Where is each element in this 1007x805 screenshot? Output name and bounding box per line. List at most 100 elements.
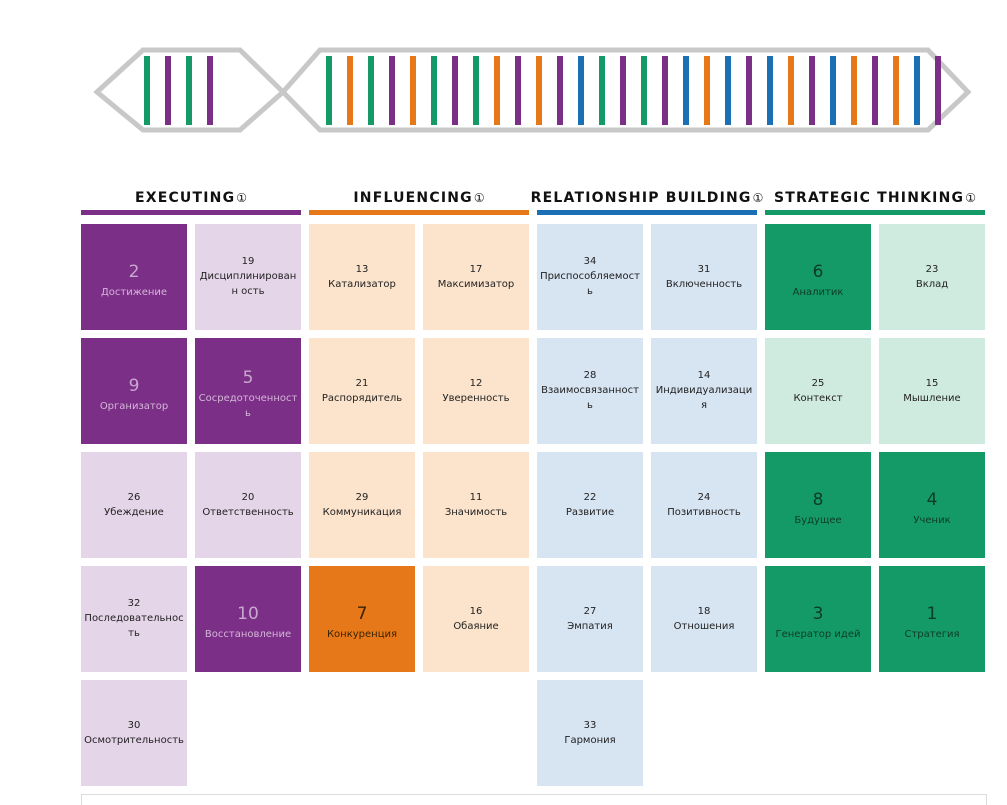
domain-column-relationship: RELATIONSHIP BUILDING ① [531, 186, 763, 215]
strength-tile[interactable]: 5 Сосредоточенность [195, 338, 301, 444]
strength-tile[interactable]: 16 Обаяние [423, 566, 529, 672]
dna-strand-2-bar [473, 56, 479, 125]
strength-name: Вклад [915, 278, 949, 290]
strength-rank: 5 [242, 368, 254, 388]
strength-name: Стратегия [904, 628, 960, 640]
strength-tile[interactable]: 4 Ученик [879, 452, 985, 558]
strength-name: Ученик [913, 514, 951, 526]
strength-rank: 33 [583, 719, 597, 731]
strength-tile[interactable]: 32 Последовательность [81, 566, 187, 672]
strength-name: Индивидуализация [655, 385, 753, 411]
strength-tile[interactable]: 2 Достижение [81, 224, 187, 330]
strength-name: Мышление [903, 392, 961, 404]
strength-name: Осмотрительность [84, 734, 184, 746]
dna-strand-2-bar [746, 56, 752, 125]
strength-tile[interactable]: 20 Ответственность [195, 452, 301, 558]
strength-rank: 1 [926, 603, 938, 624]
dna-strand-2-bar [683, 56, 689, 125]
bottom-panel-edge [81, 794, 987, 805]
strength-tile[interactable]: 33 Гармония [537, 680, 643, 786]
strength-name: Приспособляемость [540, 271, 640, 297]
strength-tile[interactable]: 15 Мышление [879, 338, 985, 444]
strength-tile[interactable]: 31 Включенность [651, 224, 757, 330]
strength-tile[interactable]: 27 Эмпатия [537, 566, 643, 672]
strength-tile[interactable]: 22 Развитие [537, 452, 643, 558]
strength-name: Конкуренция [326, 628, 398, 640]
strength-tile[interactable]: 24 Позитивность [651, 452, 757, 558]
strength-tile[interactable]: 30 Осмотрительность [81, 680, 187, 786]
dna-strand-2-bar [452, 56, 458, 125]
dna-strand-2-bar [935, 56, 941, 125]
strength-name: Распорядитель [321, 392, 403, 404]
dna-strand-2-bar [767, 56, 773, 125]
dna-strand-2-bar [326, 56, 332, 125]
strength-tile[interactable]: 19 Дисциплинированн ость [195, 224, 301, 330]
strength-tile[interactable]: 12 Уверенность [423, 338, 529, 444]
dna-strand-2-bar [410, 56, 416, 125]
strength-name: Эмпатия [567, 620, 613, 632]
strength-rank: 25 [811, 377, 825, 389]
strength-tile[interactable]: 23 Вклад [879, 224, 985, 330]
strength-name: Максимизатор [437, 278, 515, 290]
dna-strand-2-bar [599, 56, 605, 125]
strengths-dna-graphic [93, 47, 972, 133]
strength-tile[interactable]: 21 Распорядитель [309, 338, 415, 444]
strength-rank: 15 [925, 377, 939, 389]
strength-rank: 34 [583, 256, 597, 267]
dna-strand-2-bar [662, 56, 668, 125]
strength-rank: 3 [812, 603, 824, 624]
info-icon[interactable]: ① [965, 191, 976, 205]
dna-strand-2-bar [389, 56, 395, 125]
strength-name: Восстановление [204, 628, 292, 640]
strength-tile[interactable]: 28 Взаимосвязанность [537, 338, 643, 444]
dna-strand-2-bar [578, 56, 584, 125]
domain-header-strategic: STRATEGIC THINKING ① [765, 186, 985, 210]
strength-name: Развитие [565, 506, 615, 518]
domain-column-influencing: INFLUENCING ① [309, 186, 529, 215]
strength-rank: 19 [241, 256, 255, 267]
strength-tile[interactable]: 18 Отношения [651, 566, 757, 672]
domain-title: STRATEGIC THINKING [774, 190, 965, 206]
domain-title: RELATIONSHIP BUILDING [530, 190, 752, 206]
strength-rank: 6 [812, 261, 824, 282]
strength-tile[interactable]: 29 Коммуникация [309, 452, 415, 558]
strength-tile[interactable]: 13 Катализатор [309, 224, 415, 330]
strength-tile[interactable]: 11 Значимость [423, 452, 529, 558]
strength-name: Последовательность [84, 613, 184, 639]
strength-rank: 22 [583, 491, 597, 503]
strength-tile[interactable]: 26 Убеждение [81, 452, 187, 558]
strength-tile[interactable]: 25 Контекст [765, 338, 871, 444]
strength-rank: 24 [697, 491, 711, 503]
strength-tile[interactable]: 34 Приспособляемость [537, 224, 643, 330]
dna-strand-2-bar [914, 56, 920, 125]
strength-rank: 21 [355, 377, 369, 389]
info-icon[interactable]: ① [752, 191, 764, 205]
dna-strand-2-bar [893, 56, 899, 125]
domain-title: EXECUTING [134, 190, 236, 206]
strength-rank: 30 [127, 719, 141, 731]
dna-strand-2-bar [431, 56, 437, 125]
strength-rank: 11 [469, 491, 483, 503]
strength-tile[interactable]: 3 Генератор идей [765, 566, 871, 672]
strength-tile[interactable]: 6 Аналитик [765, 224, 871, 330]
strength-name: Генератор идей [775, 628, 861, 640]
strength-rank: 27 [583, 605, 597, 617]
strength-tile[interactable]: 8 Будущее [765, 452, 871, 558]
info-icon[interactable]: ① [473, 191, 485, 205]
info-icon[interactable]: ① [236, 191, 248, 205]
strength-rank: 29 [355, 491, 369, 503]
strength-tile[interactable]: 17 Максимизатор [423, 224, 529, 330]
dna-strand-2-bar [368, 56, 374, 125]
strength-name: Гармония [564, 734, 616, 746]
strength-tile[interactable]: 7 Конкуренция [309, 566, 415, 672]
strength-tile[interactable]: 10 Восстановление [195, 566, 301, 672]
dna-strand-1-bar [144, 56, 150, 125]
strength-name: Отношения [673, 620, 735, 632]
strength-rank: 32 [127, 598, 141, 609]
strength-tile[interactable]: 1 Стратегия [879, 566, 985, 672]
strength-tile[interactable]: 14 Индивидуализация [651, 338, 757, 444]
strength-tile[interactable]: 9 Организатор [81, 338, 187, 444]
dna-strand-1-bar [207, 56, 213, 125]
dna-strand-2-bar [725, 56, 731, 125]
dna-strand-2-bar [515, 56, 521, 125]
